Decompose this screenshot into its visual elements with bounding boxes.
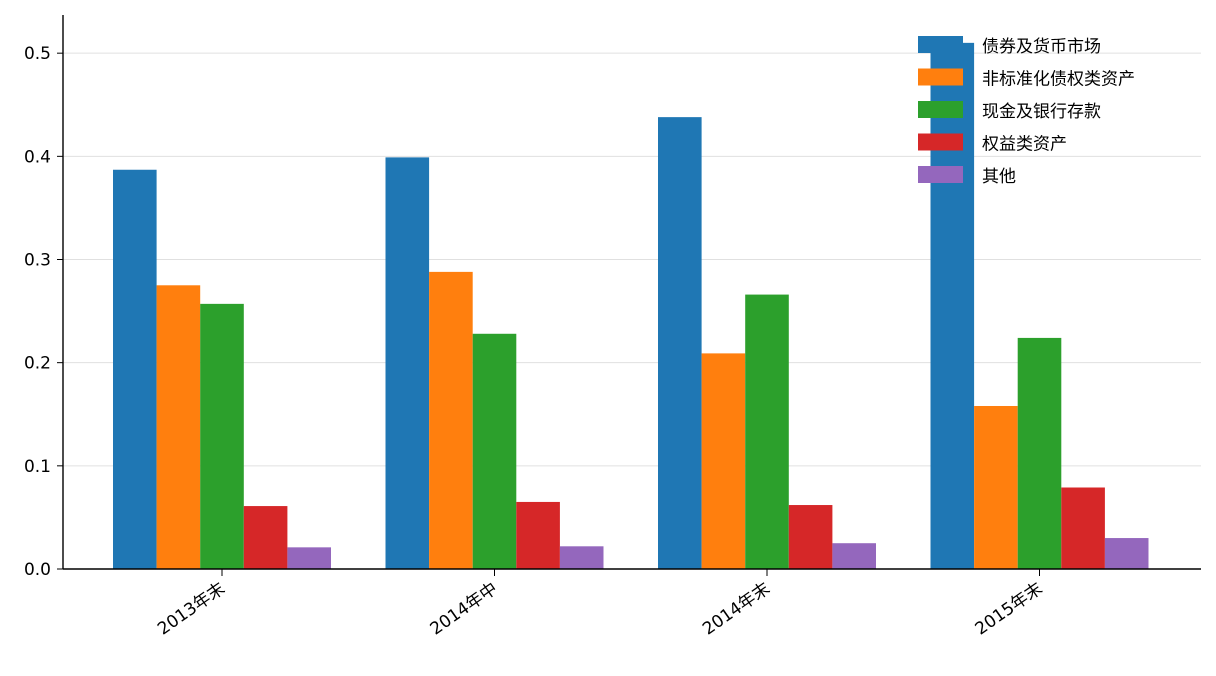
x-tick-label: 2013年末 (154, 579, 229, 640)
bar (156, 285, 201, 569)
bar (1104, 538, 1149, 569)
legend-swatch (918, 166, 963, 183)
bar (745, 294, 789, 569)
bar (974, 405, 1018, 569)
legend-label: 债券及货币市场 (982, 37, 1101, 57)
legend-swatch (918, 68, 963, 86)
bar (559, 546, 604, 569)
bar (200, 303, 244, 569)
bar (385, 157, 430, 569)
y-tick-label: 0.3 (24, 251, 51, 271)
axes (57, 15, 1201, 576)
bar (788, 505, 833, 569)
legend-swatch (918, 36, 963, 53)
x-tick-label: 2015年末 (972, 579, 1047, 640)
y-tick-label: 0.2 (24, 354, 51, 374)
x-tick-label: 2014年中 (427, 579, 502, 640)
bar (243, 506, 288, 569)
bar (701, 353, 746, 569)
bar (832, 543, 876, 569)
y-tick-label: 0.5 (24, 44, 51, 64)
legend-label: 现金及银行存款 (982, 102, 1101, 122)
legend-label: 非标准化债权类资产 (982, 70, 1135, 90)
bar (429, 271, 473, 569)
y-tick-label: 0.1 (24, 457, 51, 477)
bar (113, 169, 157, 569)
legend-label: 其他 (982, 167, 1016, 187)
y-tick-label: 0.0 (24, 560, 51, 580)
bar (1017, 337, 1062, 569)
bar (658, 117, 702, 569)
legend-swatch (918, 101, 963, 118)
bar (930, 42, 975, 570)
bar (287, 547, 331, 569)
bar (472, 333, 517, 569)
bar (516, 501, 560, 569)
legend-swatch (918, 133, 963, 151)
legend-label: 权益类资产 (982, 135, 1067, 155)
bar (1061, 487, 1105, 569)
y-tick-label: 0.4 (24, 147, 51, 167)
x-tick-label: 2014年末 (699, 579, 774, 640)
bars (113, 42, 1149, 570)
